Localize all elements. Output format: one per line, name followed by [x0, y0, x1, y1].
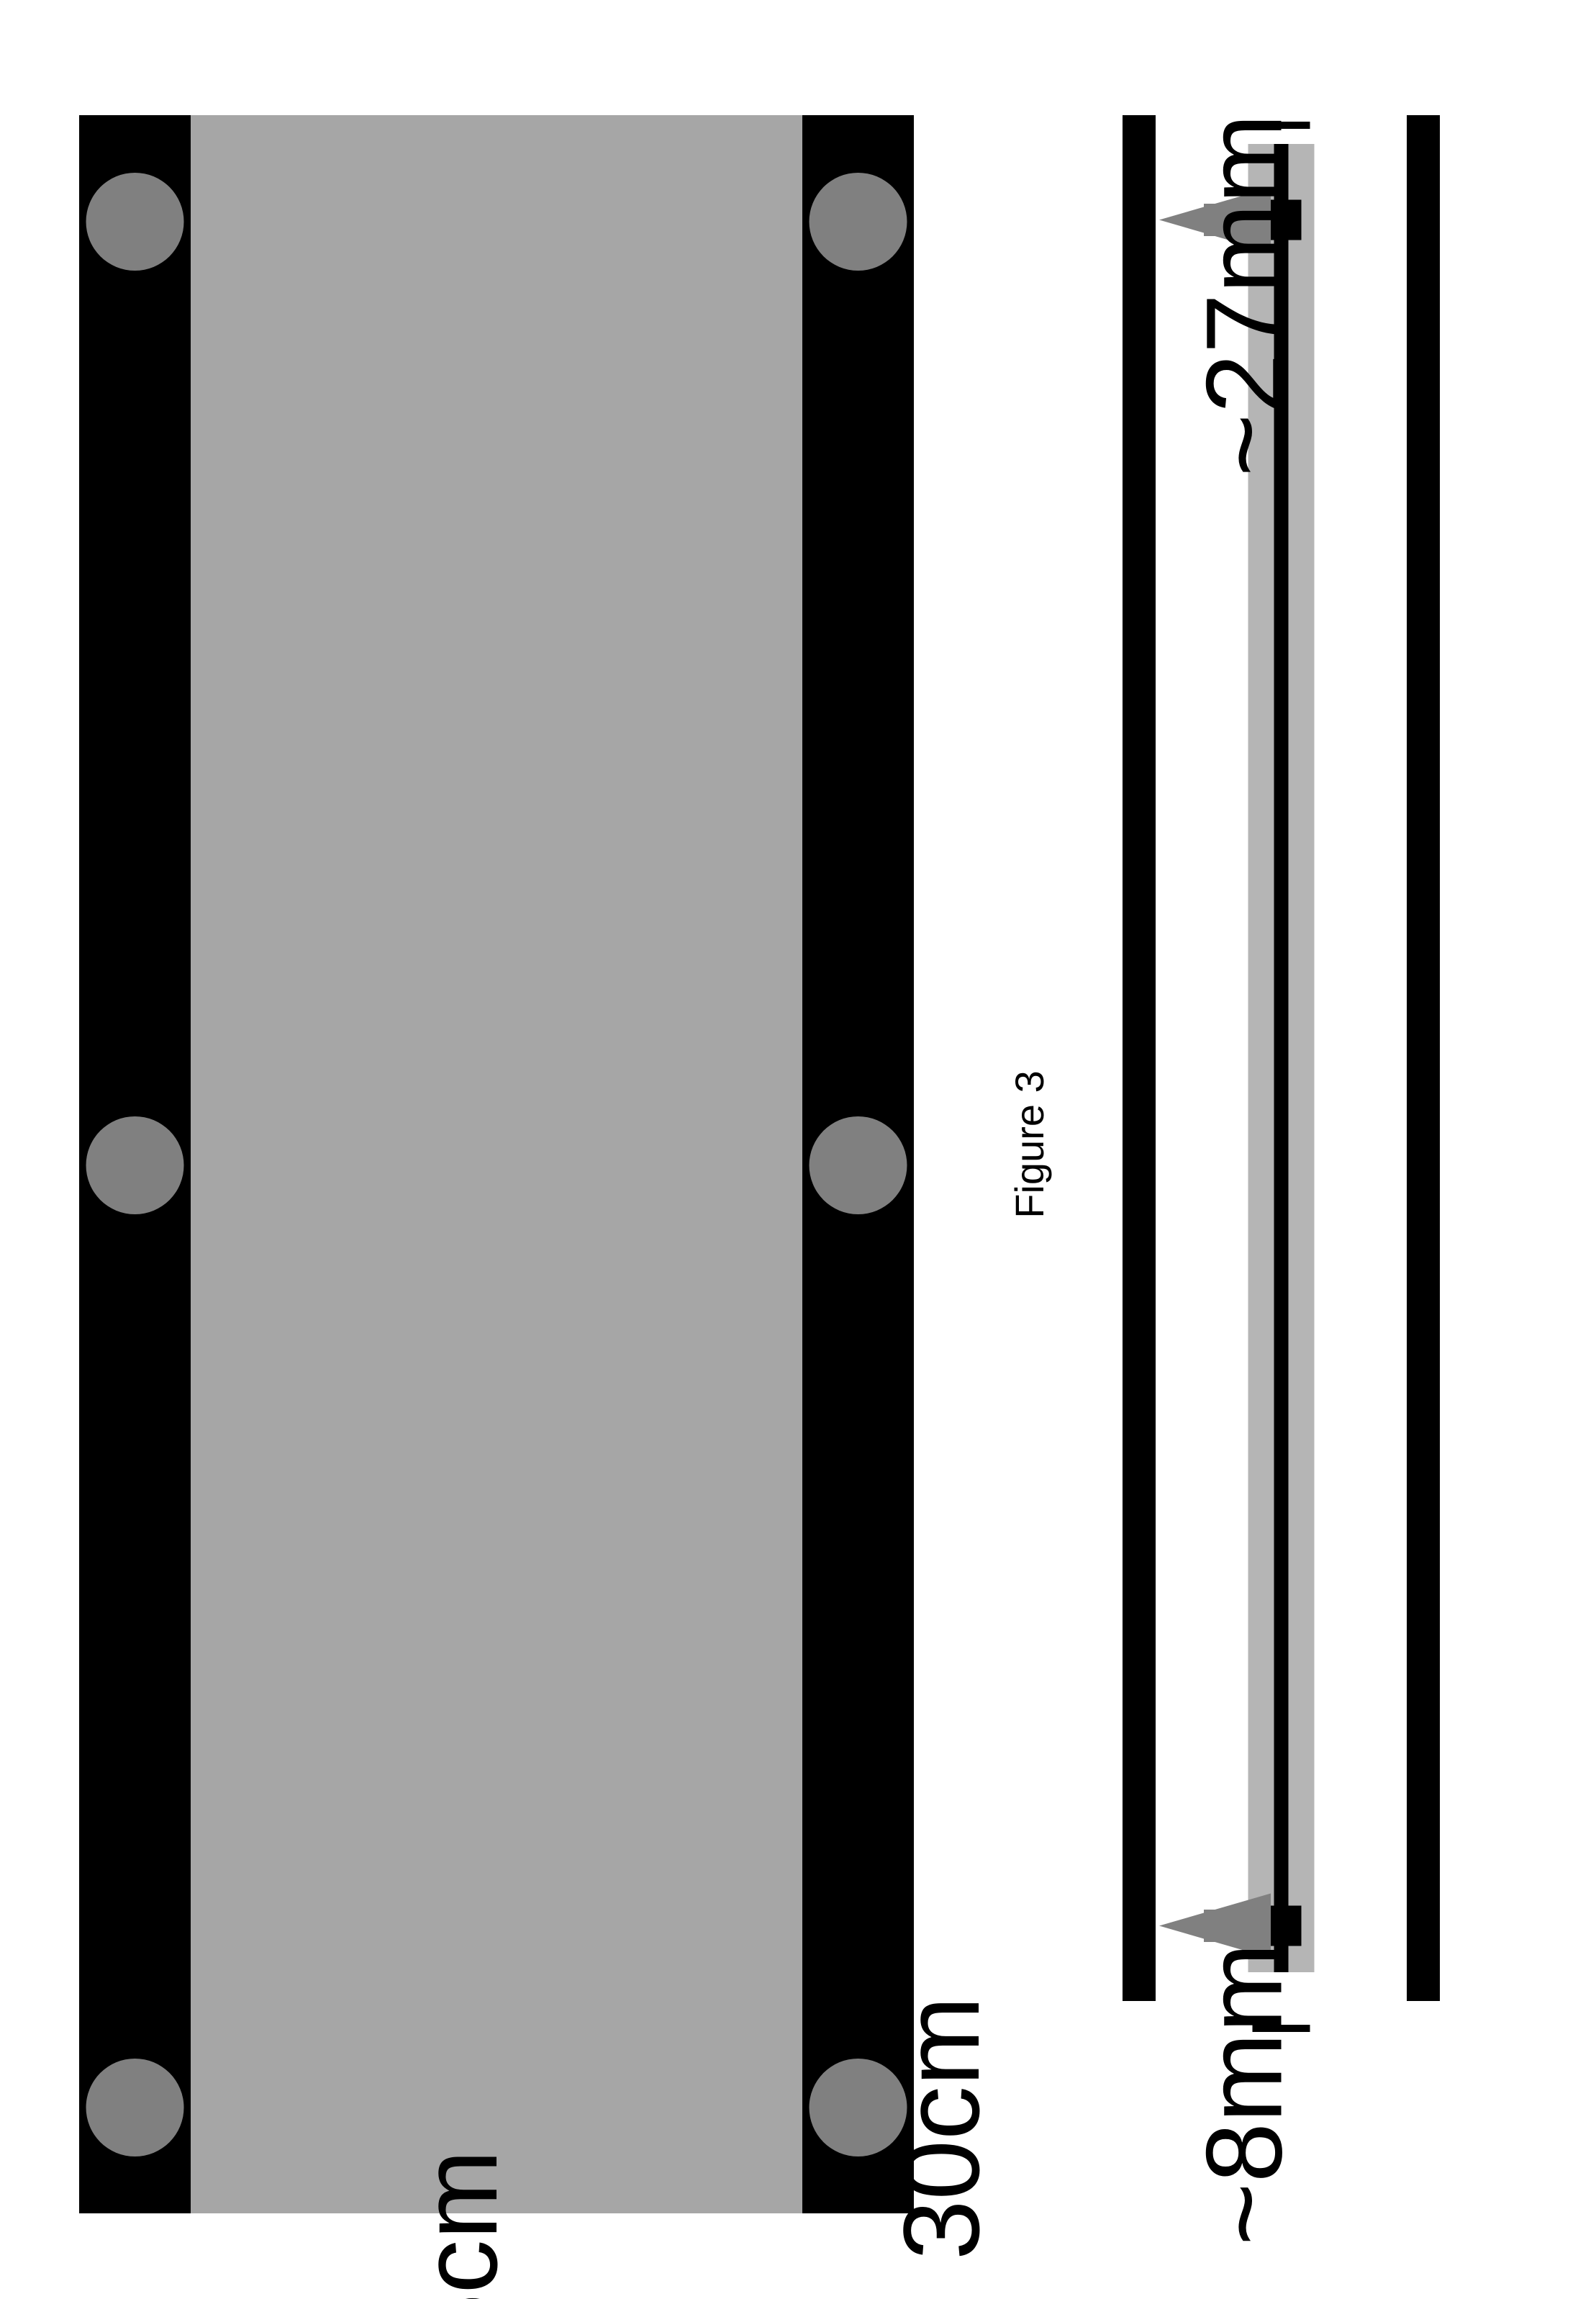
right-plate-section — [1407, 115, 1440, 2001]
bolt-left-1 — [86, 1116, 184, 1214]
bolt-left-2 — [86, 2059, 184, 2156]
width-label: 15cm — [399, 2150, 520, 2299]
gap-label-8mm: ~8mm — [1184, 1943, 1305, 2246]
bolt-left-0 — [86, 173, 184, 271]
figure-caption: Figure 3 — [1007, 1070, 1052, 1218]
left-plate-section — [1123, 115, 1156, 2001]
height-label: 30cm — [881, 1996, 1002, 2260]
gap-label-27mm: ~27mm — [1184, 114, 1305, 476]
figure-3-page: 15cm 30cm ~8mm ~27mm Figure 3 — [0, 0, 1596, 2299]
bolt-right-1 — [810, 1116, 907, 1214]
bolt-right-0 — [810, 173, 907, 271]
carrier-body — [191, 115, 802, 2213]
